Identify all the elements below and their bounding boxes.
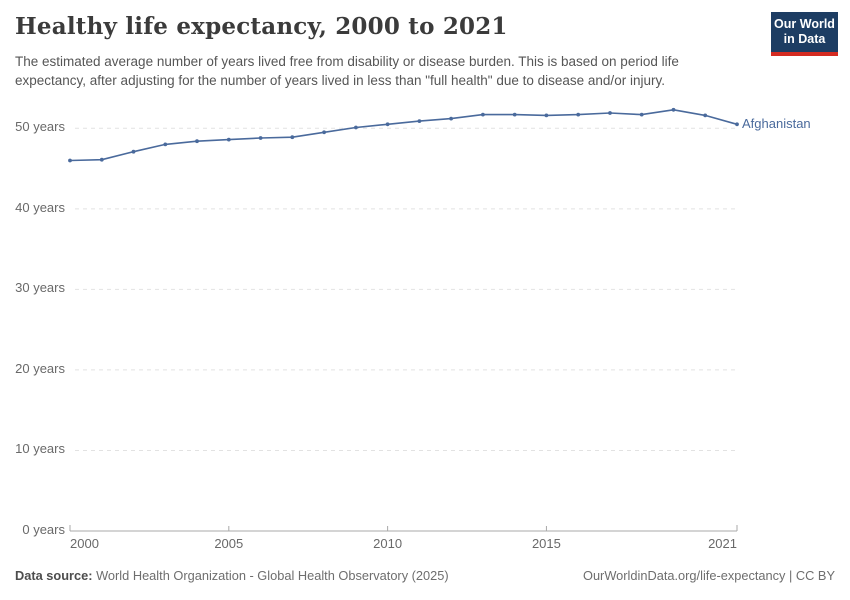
chart-subtitle: The estimated average number of years li… [15,52,760,90]
data-point-marker [163,142,168,147]
data-point-marker [671,107,676,112]
data-point-marker [735,122,739,127]
data-source-text: World Health Organization - Global Healt… [92,568,449,583]
data-point-marker [226,137,231,142]
data-point-marker [354,125,358,130]
y-axis-tick-label: 10 years [15,441,65,457]
series-line-afghanistan [69,109,738,162]
data-source-note: Data source: World Health Organization -… [15,568,449,583]
data-point-marker [195,139,199,144]
data-point-marker [385,122,390,127]
x-axis-tick-label: 2021 [708,536,737,551]
y-axis-tick-label: 20 years [15,360,65,376]
data-point-marker [322,130,326,135]
data-point-marker [99,157,104,162]
y-axis-tick-label: 30 years [15,280,65,296]
data-point-marker [608,111,612,115]
data-point-marker [417,119,422,123]
y-axis-tick-label: 40 years [15,199,65,215]
data-source-label: Data source: [15,568,93,583]
data-point-marker [290,135,295,140]
owid-logo: Our World in Data [771,12,838,56]
data-point-marker [449,116,453,121]
y-axis-tick-label: 50 years [15,119,65,135]
chart-title: Healthy life expectancy, 2000 to 2021 [15,13,508,40]
subtitle-line-1: The estimated average number of years li… [15,54,679,69]
x-axis-tick-label: 2000 [70,536,99,551]
x-axis-tick-label: 2010 [373,536,403,551]
x-axis-tick-label: 2015 [531,536,561,551]
data-point-marker [68,158,72,163]
owid-logo-line-1: Our World [774,17,835,31]
chart-footer: Data source: World Health Organization -… [0,568,850,583]
data-point-marker [481,112,485,117]
series-entity-label: Afghanistan [742,116,811,132]
data-point-marker [703,113,708,118]
data-point-marker [576,112,581,117]
subtitle-line-2: expectancy, after adjusting for the numb… [15,73,665,88]
data-point-marker [544,113,549,118]
data-point-marker [258,136,263,140]
owid-logo-line-2: in Data [783,32,826,46]
x-axis-tick-label: 2005 [214,536,244,551]
credit-note: OurWorldinData.org/life-expectancy | CC … [582,568,835,583]
data-point-marker [512,112,517,117]
y-axis-tick-label: 0 years [22,522,65,537]
data-point-marker [639,112,644,117]
data-point-marker [131,149,136,154]
